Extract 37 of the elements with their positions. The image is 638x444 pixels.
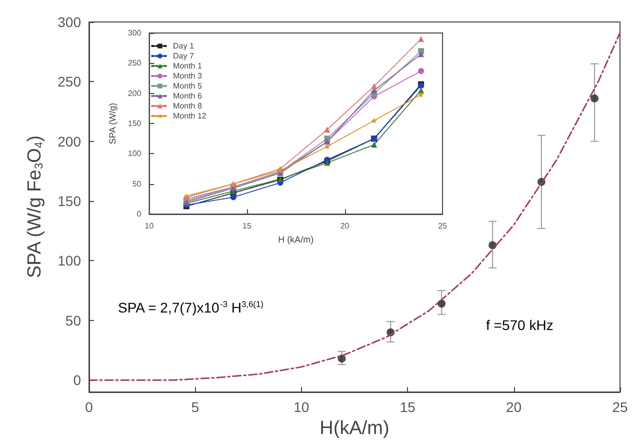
y-tick-label: 250 — [58, 74, 82, 90]
y-tick-label: 50 — [65, 312, 82, 328]
x-tick-label: 25 — [438, 222, 448, 231]
y-tick-label: 50 — [132, 179, 142, 188]
x-axis-title: H(kA/m) — [320, 418, 390, 439]
legend-label: Month 12 — [173, 112, 207, 120]
x-tick-label: 25 — [612, 399, 628, 415]
y-tick-label: 100 — [58, 252, 82, 269]
annotation: f =570 kHz — [486, 317, 554, 333]
y-tick-label: 300 — [58, 14, 82, 30]
y-axis-title: SPA (W/g Fe3O4) — [24, 135, 46, 278]
legend-label: Day 7 — [173, 52, 194, 60]
y-axis-title: SPA (W/g) — [108, 102, 118, 144]
x-tick-label: 15 — [400, 399, 416, 415]
legend-label: Month 1 — [173, 62, 202, 70]
x-tick-label: 15 — [242, 222, 252, 231]
x-tick-label: 10 — [294, 399, 310, 415]
x-tick-label: 5 — [191, 399, 200, 415]
legend-label: Month 8 — [173, 102, 202, 110]
legend-label: Day 1 — [173, 42, 194, 50]
y-tick-label: 100 — [128, 149, 142, 158]
y-tick-label: 0 — [136, 210, 142, 219]
y-tick-label: 250 — [128, 58, 142, 68]
y-tick-label: 150 — [58, 193, 82, 210]
x-tick-label: 10 — [144, 222, 154, 231]
y-tick-label: 200 — [128, 88, 142, 98]
legend-label: Month 3 — [173, 72, 202, 80]
legend-label: Month 6 — [173, 92, 202, 100]
y-tick-label: 200 — [58, 133, 82, 150]
y-tick-label: 0 — [73, 372, 82, 388]
x-tick-label: 20 — [506, 399, 522, 415]
x-tick-label: 20 — [340, 222, 350, 231]
x-axis-title: H (kA/m) — [278, 234, 314, 244]
x-tick-label: 0 — [85, 399, 94, 415]
y-tick-label: 300 — [128, 28, 142, 38]
y-tick-label: 150 — [128, 119, 142, 128]
legend-label: Month 5 — [173, 82, 202, 90]
